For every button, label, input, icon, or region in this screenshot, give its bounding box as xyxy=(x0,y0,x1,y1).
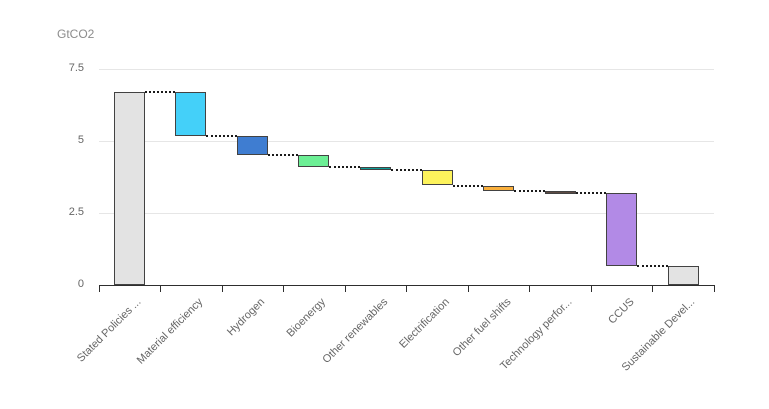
bar-other-fuel-shifts[interactable] xyxy=(483,185,515,192)
waterfall-connector xyxy=(575,191,607,194)
x-tick-mark xyxy=(160,285,162,292)
x-tick-mark xyxy=(529,285,531,292)
x-tick-mark xyxy=(98,285,100,292)
y-tick-label: 5 xyxy=(77,133,84,146)
bar-material-efficiency[interactable] xyxy=(175,91,207,137)
waterfall-connector xyxy=(452,184,484,187)
bar-stated-policies[interactable] xyxy=(113,91,145,285)
bar-ccus[interactable] xyxy=(606,192,638,267)
bar-hydrogen[interactable] xyxy=(236,136,268,156)
y-gridline xyxy=(98,68,714,70)
waterfall-connector xyxy=(329,165,360,168)
x-tick-mark xyxy=(714,285,715,292)
y-tick-label: 7.5 xyxy=(68,61,84,74)
x-tick-mark xyxy=(467,285,469,292)
y-axis-unit-label: GtCO2 xyxy=(57,27,95,41)
waterfall-connector xyxy=(267,154,299,157)
bar-bioenergy[interactable] xyxy=(298,155,330,167)
x-tick-mark xyxy=(344,285,346,292)
waterfall-connector xyxy=(637,265,668,268)
x-tick-mark xyxy=(652,285,654,292)
y-gridline xyxy=(98,140,714,142)
x-tick-mark xyxy=(406,285,408,292)
x-category-label-ccus: CCUS xyxy=(605,296,637,327)
x-category-label-electrification: Electrification xyxy=(396,296,452,351)
waterfall-connector xyxy=(206,135,237,138)
bar-sustainable-devel[interactable] xyxy=(667,266,699,285)
x-tick-mark xyxy=(221,285,223,292)
x-category-label-bioenergy: Bioenergy xyxy=(284,296,329,340)
x-category-label-other-renewables: Other renewables xyxy=(320,296,390,366)
x-category-label-stated-policies: Stated Policies ... xyxy=(75,296,144,365)
x-tick-mark xyxy=(283,285,285,292)
bar-electrification[interactable] xyxy=(421,169,453,186)
x-tick-mark xyxy=(590,285,592,292)
x-category-label-hydrogen: Hydrogen xyxy=(224,296,267,339)
waterfall-connector xyxy=(390,168,422,171)
y-tick-label: 2.5 xyxy=(68,205,84,218)
bar-technology-perfor[interactable] xyxy=(544,191,576,195)
waterfall-connector xyxy=(514,190,545,193)
bar-other-renewables[interactable] xyxy=(359,166,391,170)
y-tick-label: 0 xyxy=(77,278,84,290)
waterfall-connector xyxy=(144,90,176,93)
x-category-label-other-fuel-shifts: Other fuel shifts xyxy=(450,296,514,359)
x-category-label-material-efficiency: Material efficiency xyxy=(134,296,206,367)
y-gridline xyxy=(98,212,714,214)
